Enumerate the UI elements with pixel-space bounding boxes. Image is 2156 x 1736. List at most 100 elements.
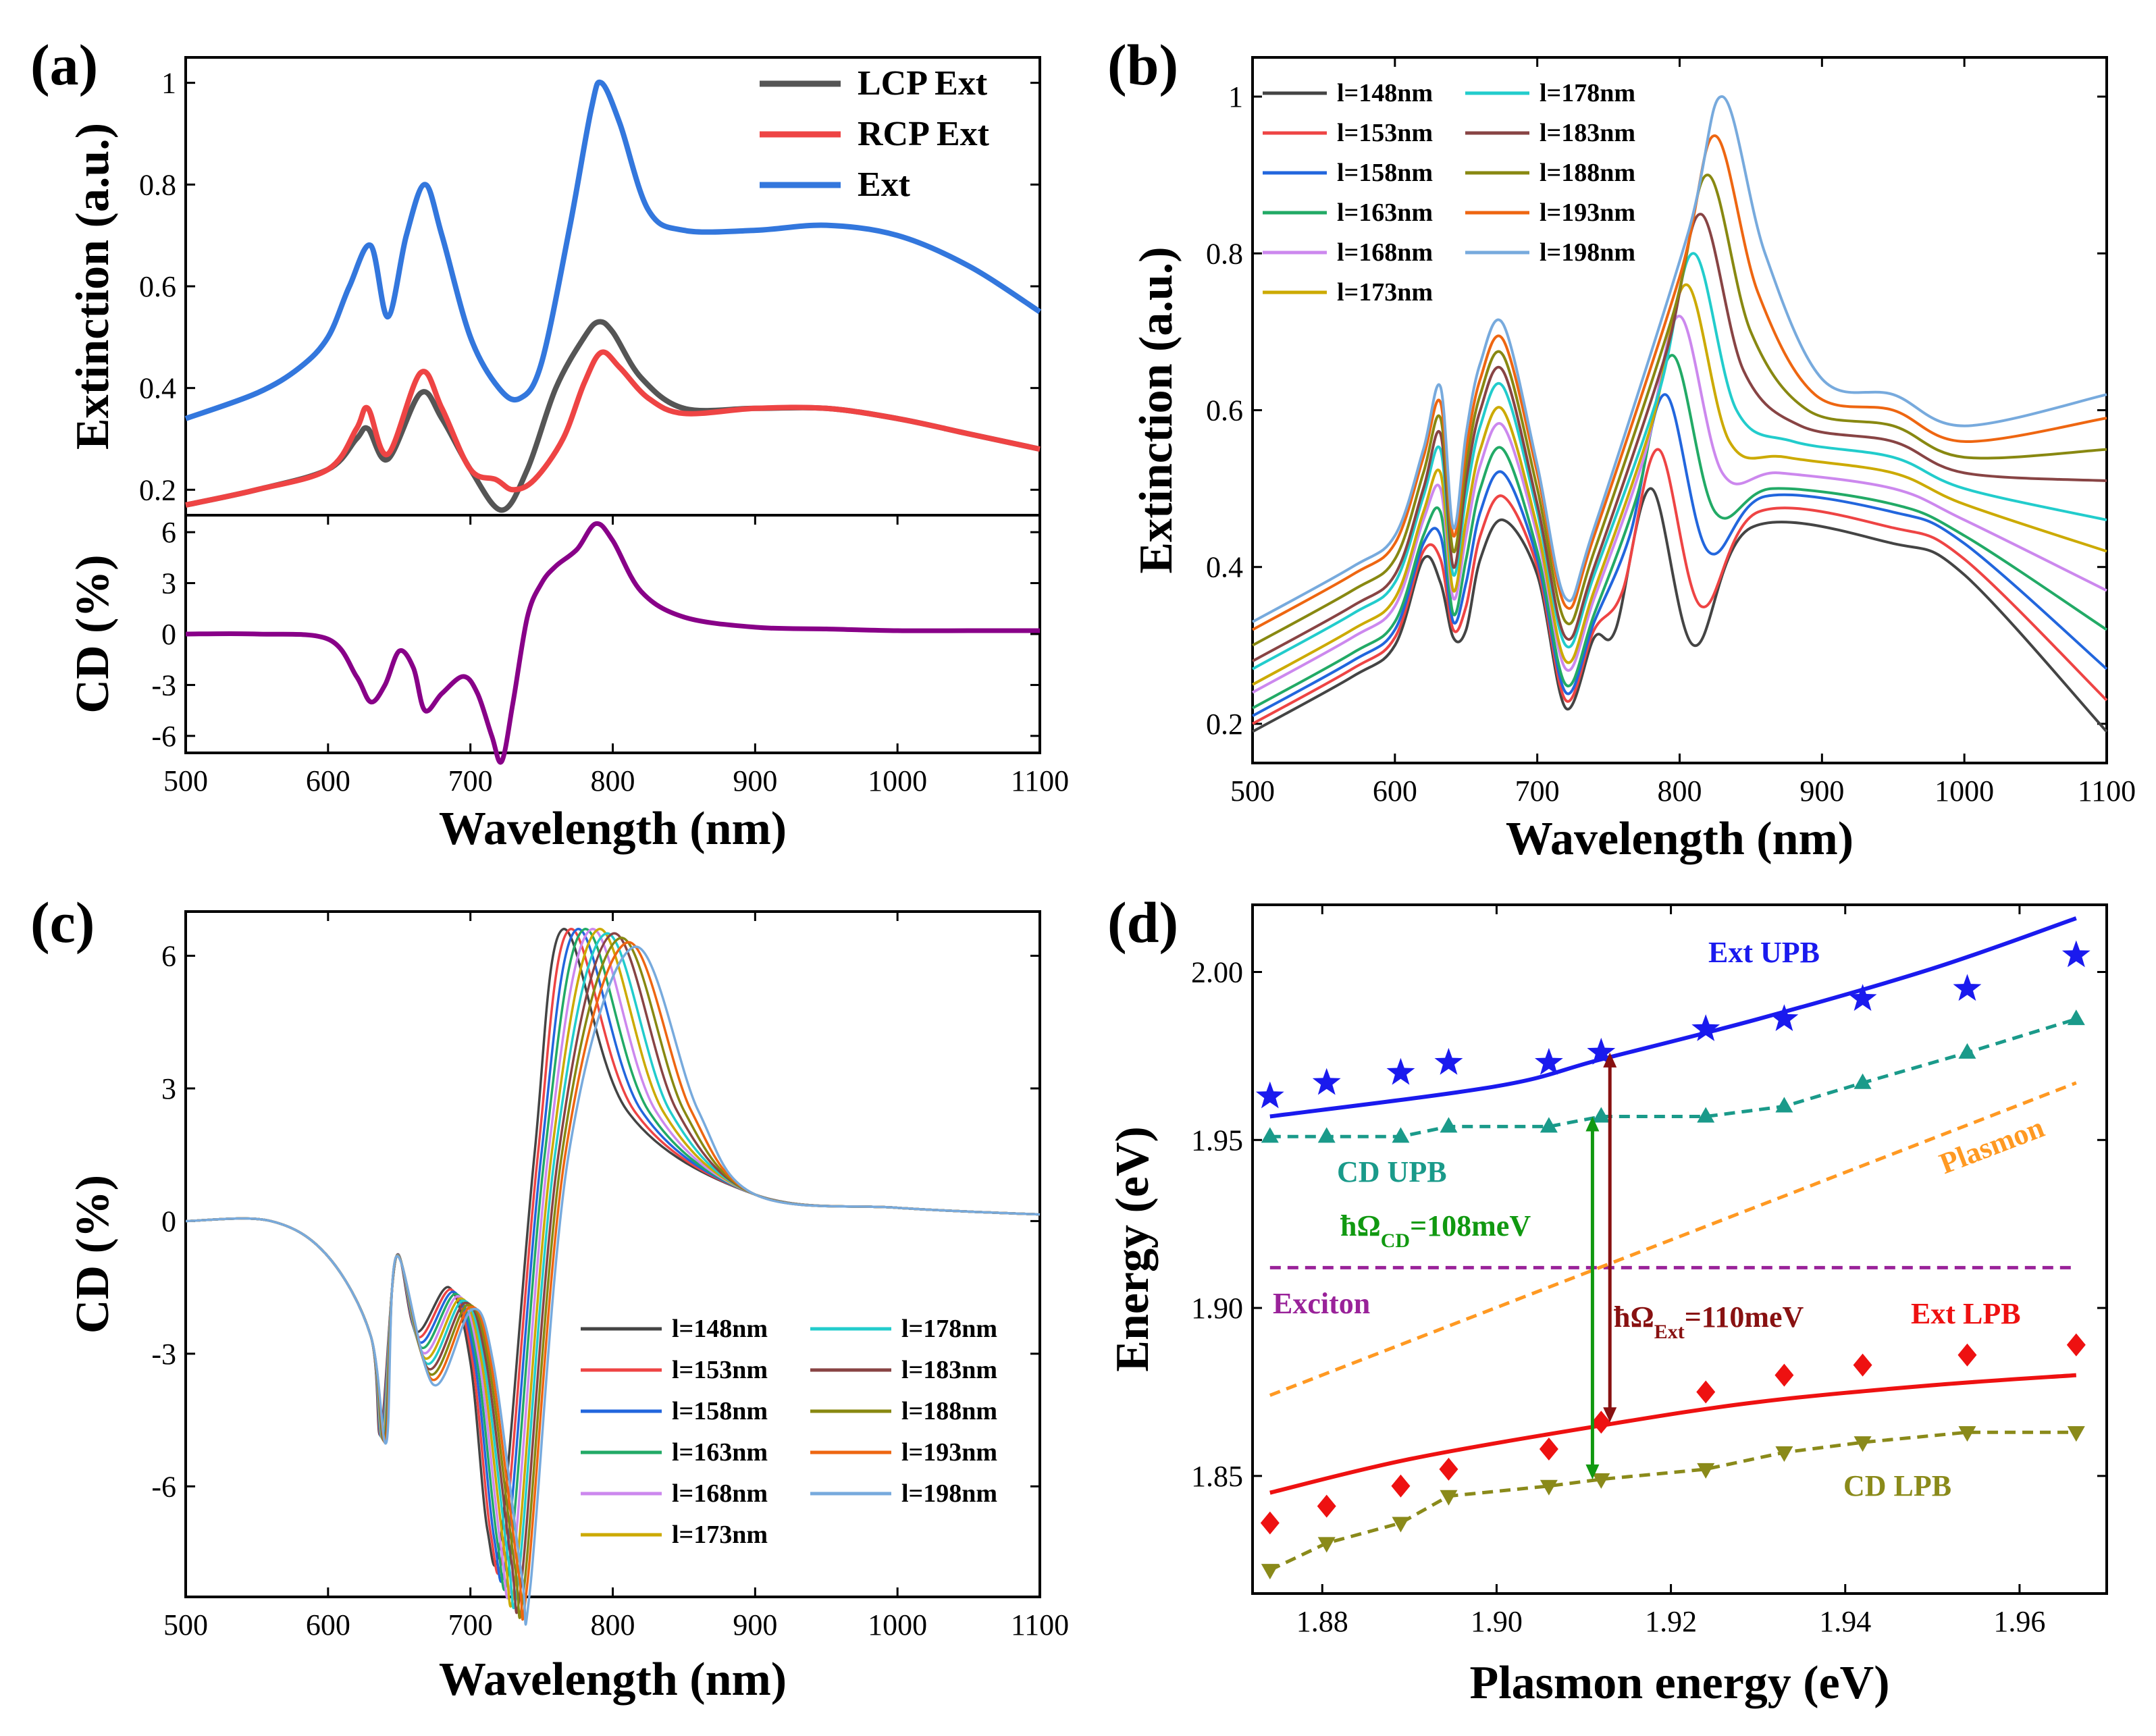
panel-label: (a) bbox=[30, 32, 98, 97]
triangle-up-marker bbox=[1440, 1117, 1458, 1133]
y-tick-label: -6 bbox=[151, 720, 176, 753]
x-tick-label: 500 bbox=[1230, 774, 1275, 808]
splitting-label-sub: CD bbox=[1381, 1230, 1410, 1252]
triangle-down-marker bbox=[2067, 1426, 2085, 1442]
x-tick-label: 700 bbox=[448, 764, 493, 797]
legend-label: l=173nm bbox=[1337, 278, 1433, 307]
legend-label: l=148nm bbox=[1337, 79, 1433, 107]
panel-label: (b) bbox=[1107, 32, 1178, 97]
series-label: Ext UPB bbox=[1708, 936, 1820, 969]
x-tick-label: 1000 bbox=[868, 764, 927, 797]
diamond-marker bbox=[1957, 1343, 1977, 1367]
y-tick-label: 0 bbox=[161, 618, 176, 651]
cd-y-axis-label: CD (%) bbox=[67, 554, 119, 713]
legend-label: l=153nm bbox=[1337, 119, 1433, 147]
diamond-marker bbox=[1391, 1474, 1411, 1498]
star-marker bbox=[1386, 1057, 1415, 1085]
star-marker bbox=[1587, 1037, 1616, 1065]
x-tick-label: 900 bbox=[1799, 774, 1844, 808]
diamond-marker bbox=[1696, 1380, 1716, 1404]
panel-label: (d) bbox=[1107, 890, 1178, 955]
y-tick-label: 3 bbox=[161, 567, 176, 600]
triangle-down-marker bbox=[1392, 1517, 1410, 1533]
y-tick-label: 6 bbox=[161, 516, 176, 549]
panel-label: (c) bbox=[30, 890, 95, 955]
fit-line-lpb bbox=[1269, 1373, 2077, 1495]
legend-label: l=178nm bbox=[901, 1315, 997, 1343]
x-tick-label: 600 bbox=[1373, 774, 1417, 808]
triangle-up-marker bbox=[1775, 1097, 1793, 1113]
legend-label: l=158nm bbox=[1337, 159, 1433, 187]
triangle-up-marker bbox=[1261, 1127, 1279, 1143]
splitting-label-sub: Ext bbox=[1654, 1321, 1685, 1343]
cd-series-line bbox=[185, 521, 1040, 765]
legend-label: l=188nm bbox=[901, 1397, 997, 1425]
series-label: CD LPB bbox=[1843, 1469, 1951, 1502]
legend-label: LCP Ext bbox=[858, 64, 988, 103]
star-marker bbox=[1255, 1081, 1284, 1109]
x-tick-label: 1.90 bbox=[1471, 1605, 1523, 1638]
arrow-head bbox=[1585, 1116, 1600, 1132]
diamond-marker bbox=[1774, 1363, 1794, 1387]
triangle-down-marker bbox=[1440, 1490, 1458, 1506]
series-line bbox=[1252, 134, 2107, 631]
legend-label: l=173nm bbox=[672, 1521, 768, 1549]
diamond-marker bbox=[1317, 1494, 1336, 1518]
star-marker bbox=[1535, 1047, 1563, 1075]
series-label: CD UPB bbox=[1337, 1155, 1447, 1188]
y-tick-label: 1 bbox=[1228, 80, 1243, 113]
legend-label: l=178nm bbox=[1540, 79, 1635, 107]
panel-d: (d) 1.88 1.90 1.92 1.94 1.96 1.85 1.90 1.95 2.00 E… bbox=[1107, 890, 2108, 1709]
series-line bbox=[1252, 315, 2107, 694]
y-tick-label: 1.90 bbox=[1191, 1292, 1243, 1325]
y-tick-label: 0.8 bbox=[139, 168, 176, 201]
y-tick-label: 0.4 bbox=[1206, 551, 1243, 584]
x-tick-label: 1.92 bbox=[1645, 1605, 1697, 1638]
y-tick-label: 1.95 bbox=[1191, 1124, 1243, 1157]
legend-label: l=198nm bbox=[901, 1479, 997, 1508]
splitting-label-prefix: ħΩ bbox=[1340, 1209, 1381, 1242]
splitting-label-value: =108meV bbox=[1410, 1209, 1531, 1242]
x-tick-label: 800 bbox=[591, 764, 635, 797]
x-tick-label: 700 bbox=[448, 1608, 493, 1641]
diamond-marker bbox=[2066, 1333, 2086, 1357]
triangle-up-marker bbox=[2067, 1009, 2085, 1026]
legend-label: RCP Ext bbox=[858, 115, 990, 153]
x-axis-label: Wavelength (nm) bbox=[1506, 813, 1853, 865]
series-line bbox=[185, 928, 1041, 1575]
legend-label: l=193nm bbox=[1540, 199, 1635, 227]
series-line bbox=[1252, 487, 2108, 733]
series-line bbox=[1252, 252, 2107, 670]
legend-label: l=163nm bbox=[1337, 199, 1433, 227]
legend-label: l=153nm bbox=[672, 1356, 768, 1384]
plasmon-label: Plasmon bbox=[1935, 1111, 2049, 1181]
legend-label: l=148nm bbox=[672, 1315, 768, 1343]
panel-b: (b) 500 600 700 800 900 1000 1100 0.2 0.4 0.6 0.8 1 l… bbox=[1107, 32, 2136, 865]
series-line bbox=[1252, 448, 2108, 725]
series-line bbox=[185, 349, 1041, 508]
series-line bbox=[1252, 354, 2108, 710]
diamond-marker bbox=[1260, 1511, 1280, 1535]
x-tick-label: 600 bbox=[306, 1608, 350, 1641]
series-line bbox=[1252, 95, 2107, 623]
y-axis-label: CD (%) bbox=[67, 1175, 119, 1334]
y-axis-label: Extinction (a.u.) bbox=[1130, 246, 1182, 573]
x-tick-label: 900 bbox=[733, 1608, 777, 1641]
series-line bbox=[185, 941, 1041, 1621]
y-tick-label: 0.4 bbox=[139, 372, 176, 405]
legend-label: l=168nm bbox=[1337, 238, 1433, 267]
plasmon-line bbox=[1269, 1081, 2077, 1397]
diamond-marker bbox=[1592, 1411, 1611, 1434]
connector-line bbox=[1269, 1017, 2077, 1138]
y-tick-label: 1 bbox=[161, 67, 176, 100]
x-tick-label: 1100 bbox=[2078, 774, 2136, 808]
x-tick-label: 900 bbox=[733, 764, 777, 797]
connector-line bbox=[1269, 1430, 2076, 1572]
star-marker bbox=[1770, 1004, 1799, 1031]
triangle-down-marker bbox=[1592, 1473, 1610, 1489]
x-tick-label: 800 bbox=[591, 1608, 635, 1641]
triangle-down-marker bbox=[1958, 1426, 1976, 1442]
plot-frame bbox=[1251, 903, 2108, 1595]
triangle-up-marker bbox=[1540, 1117, 1558, 1133]
